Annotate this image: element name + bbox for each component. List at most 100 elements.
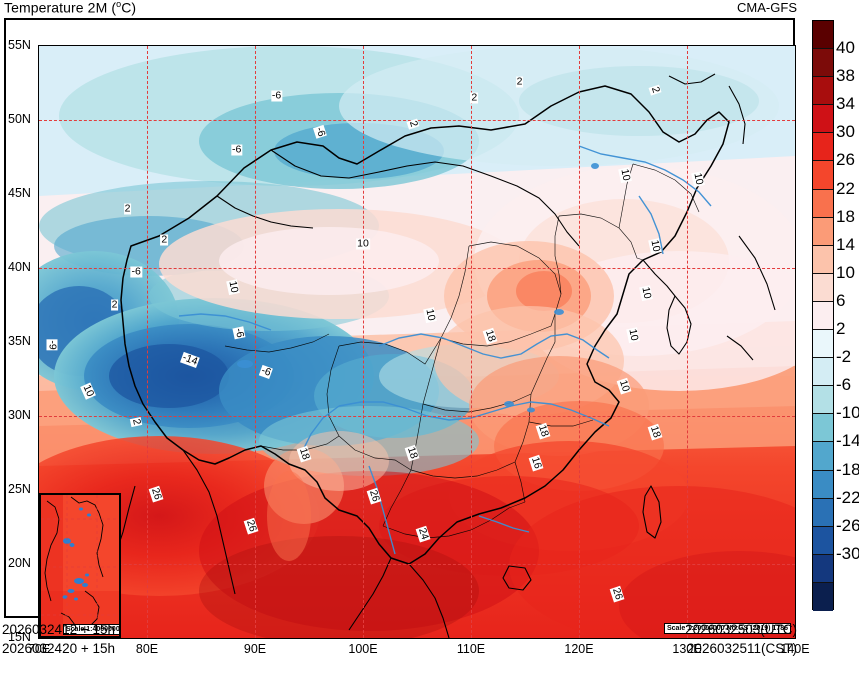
colorbar-tick-34: 34 [836,94,855,114]
lon-tick-140E: 140E [780,642,810,656]
colorbar-segment [813,21,833,50]
lat-tick-20N: 20N [8,556,31,570]
colorbar-tick--14: -14 [836,431,859,451]
colorbar-tick-18: 18 [836,206,855,226]
lon-tick-90E: 90E [243,642,267,656]
contour-label: 10 [356,237,370,250]
country-borders [90,73,776,638]
lon-tick-110E: 110E [456,642,486,656]
colorbar-segment [813,498,833,527]
lon-tick-80E: 80E [135,642,159,656]
colorbar-tick-14: 14 [836,234,855,254]
contour-label: -6 [230,143,243,156]
degree-symbol: o [116,0,122,9]
page-title-text: Temperature 2M ( [4,0,117,16]
contour-label: -6 [270,89,283,102]
inset-map-graphic [41,495,119,636]
colorbar-tick-6: 6 [836,290,846,310]
colorbar-segment [813,582,833,611]
gridline-lon-120 [579,46,580,638]
page-title: Temperature 2M (oC) [4,0,136,16]
colorbar-segment [813,161,833,190]
inset-map-south-china-sea[interactable]: Scale 1:40000000 [39,493,121,638]
gridline-lon-80 [147,46,148,638]
province-borders [224,163,700,539]
contour-label: 10 [226,279,241,296]
temperature-field [39,46,795,638]
model-label: CMA-GFS [737,0,797,15]
gridline-lat-20 [39,564,795,565]
colorbar-segment [813,217,833,246]
lon-tick-70E: 70E [27,642,51,656]
contour-label: -6 [130,265,142,278]
lat-tick-50N: 50N [8,112,31,126]
contour-label: 10 [639,285,654,301]
footer-right-line2: 2026032511(CST) [686,641,797,656]
lat-tick-35N: 35N [8,334,31,348]
colorbar-tick--30: -30 [836,543,859,563]
colorbar-tick-26: 26 [836,150,855,170]
colorbar-segment [813,330,833,359]
colorbar-segment [813,301,833,331]
colorbar-segment [813,105,833,134]
gridline-lat-30 [39,416,795,417]
map-scale-label: Scale 1:20000000 No:GS (2019) 1786 [663,623,791,634]
contour-label: 10 [690,171,706,188]
lat-tick-15N: 15N [8,630,31,644]
contour-label: -6 [232,326,247,340]
contour-label: 2 [110,298,119,311]
colorbar-tick-40: 40 [836,38,855,58]
contour-label: 10 [647,237,663,254]
colorbar-segment [813,414,833,443]
colorbar-tick-30: 30 [836,122,855,142]
lat-tick-25N: 25N [8,482,31,496]
colorbar-segment [813,554,833,583]
colorbar-tick-38: 38 [836,66,855,86]
colorbar-segment [813,386,833,415]
footer-left-line2: 2026032420 + 15h [2,641,115,656]
colorbar-segment [813,470,833,499]
gridline-lon-90 [255,46,256,638]
inset-scale-label: Scale 1:40000000 [63,624,119,635]
colorbar-segment [813,273,833,302]
colorbar-segment [813,526,833,555]
gridline-lat-40 [39,268,795,269]
gridline-lon-100 [363,46,364,638]
colorbar-segment [813,442,833,471]
colorbar-tick--26: -26 [836,515,859,535]
colorbar-tick--10: -10 [836,403,859,423]
contour-label: 2 [123,202,132,215]
colorbar-segment [813,189,833,218]
colorbar-tick--2: -2 [836,347,852,367]
contour-label: 2 [160,233,169,246]
map-plot-area[interactable]: 2 2 -6 2 10 -6 -9 -14 10 2 -6 -6 -6 -6 2 2 2 2 10 10 10 10 10 1… [39,46,795,638]
gridline-lon-110 [471,46,472,638]
footer-left-line1: 2026032412 + 15h [2,622,115,637]
lat-tick-55N: 55N [8,38,31,52]
page-title-unit: C) [121,0,137,16]
colorbar-tick-22: 22 [836,178,855,198]
lat-tick-30N: 30N [8,408,31,422]
colorbar[interactable] [812,20,834,611]
lon-tick-120E: 120E [564,642,594,656]
lon-tick-130E: 130E [672,642,702,656]
gridline-lon-130 [687,46,688,638]
colorbar-tick--22: -22 [836,487,859,507]
contour-label: -9 [46,339,59,351]
footer-right-line1: 2026032503(UTC) [685,622,797,637]
colorbar-tick--6: -6 [836,375,852,395]
lakes [237,163,599,413]
lon-tick-100E: 100E [348,642,378,656]
colorbar-segment [813,49,833,78]
contour-label: 10 [618,166,634,183]
colorbar-tick-2: 2 [836,319,846,339]
colorbar-segment [813,133,833,162]
map-frame: 55N 50N 45N 40N 35N 30N 25N 20N 15N 70E 80E 90E 100… [4,18,810,656]
colorbar-segment [813,358,833,387]
colorbar-segment [813,245,833,274]
lat-tick-45N: 45N [8,186,31,200]
colorbar-segment [813,77,833,106]
contour-label: 10 [626,326,641,343]
colorbar-tick--18: -18 [836,459,859,479]
